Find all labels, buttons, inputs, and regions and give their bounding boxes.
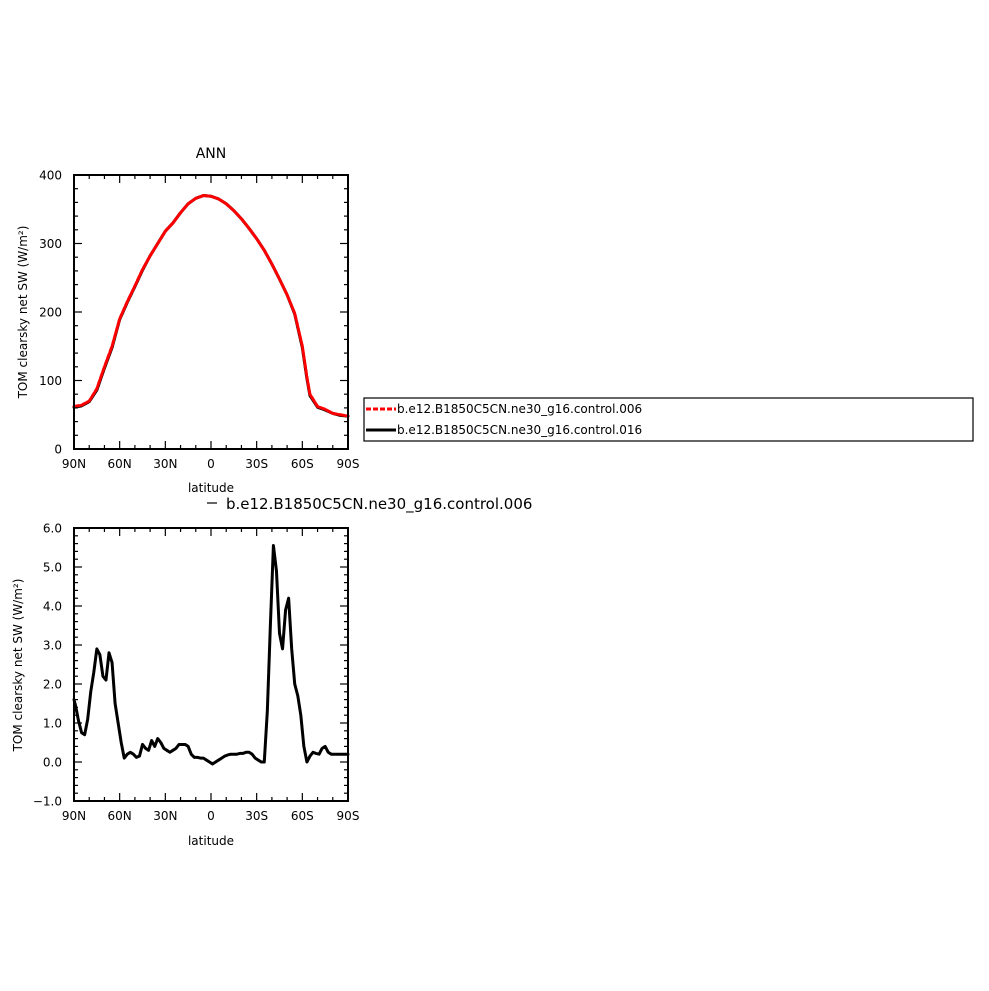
y-tick-label-bottom: 4.0 <box>43 600 62 614</box>
y-tick-label-top: 0 <box>54 443 62 457</box>
panel-top-ticks: 90N 60N 30N 0 30S 60S 90S 0 100 200 300 400 <box>39 169 359 472</box>
panel-bottom-xlabel: latitude <box>188 834 234 848</box>
legend-label-006: b.e12.B1850C5CN.ne30_g16.control.006 <box>397 402 642 416</box>
y-tick-label-top: 300 <box>39 237 62 251</box>
legend-box <box>363 397 974 442</box>
panel-top-xlabel: latitude <box>188 481 234 495</box>
panel-top-ylabel: TOM clearsky net SW (W/m²) <box>16 226 30 400</box>
y-tick-label-bottom: 5.0 <box>43 561 62 575</box>
panel-bottom-lines <box>72 544 350 766</box>
y-tick-label-bottom: 3.0 <box>43 639 62 653</box>
x-tick-label-bottom: 90N <box>62 809 86 823</box>
panel-bottom-ticks: 90N 60N 30N 0 30S 60S 90S −1.0 0.0 1.0 2.0 3.0 4.0 5.… <box>33 522 360 824</box>
x-tick-label-top: 60N <box>108 457 132 471</box>
x-tick-label-top: 90N <box>62 457 86 471</box>
x-tick-label-top: 30N <box>153 457 177 471</box>
x-tick-label-bottom: 30N <box>153 809 177 823</box>
x-tick-label-bottom: 30S <box>245 809 268 823</box>
y-tick-label-top: 200 <box>39 306 62 320</box>
x-tick-label-top: 0 <box>207 457 215 471</box>
panel-bottom: b.e12.B1850C5CN.ne30_g16.control.006 90N… <box>11 495 532 848</box>
y-tick-label-bottom: 6.0 <box>43 522 62 536</box>
y-tick-label-bottom: 0.0 <box>43 756 62 770</box>
x-tick-label-top: 30S <box>245 457 268 471</box>
y-tick-label-top: 400 <box>39 169 62 183</box>
x-tick-label-bottom: 90S <box>337 809 360 823</box>
panel-top: ANN 90N 60N 30N 0 30S 60S 90S 0 100 200 300 400 lat… <box>16 146 359 495</box>
panel-bottom-ylabel: TOM clearsky net SW (W/m²) <box>11 579 25 753</box>
panel-top-title: ANN <box>196 146 227 162</box>
y-tick-label-bottom: −1.0 <box>33 795 62 809</box>
x-tick-label-bottom: 60S <box>291 809 314 823</box>
x-tick-label-bottom: 60N <box>108 809 132 823</box>
y-tick-label-bottom: 1.0 <box>43 717 62 731</box>
legend-label-016: b.e12.B1850C5CN.ne30_g16.control.016 <box>397 423 642 437</box>
series-line-bottom-0 <box>72 544 350 766</box>
x-tick-label-top: 60S <box>291 457 314 471</box>
y-tick-label-top: 100 <box>39 374 62 388</box>
panel-bottom-title: b.e12.B1850C5CN.ne30_g16.control.006 <box>226 495 532 514</box>
x-tick-label-top: 90S <box>337 457 360 471</box>
panel-top-frame <box>73 174 349 450</box>
x-tick-label-bottom: 0 <box>207 809 215 823</box>
legend: b.e12.B1850C5CN.ne30_g16.control.006 b.e… <box>363 397 974 442</box>
panel-top-lines <box>72 194 350 418</box>
series-line-top-0 <box>72 194 350 418</box>
y-tick-label-bottom: 2.0 <box>43 678 62 692</box>
